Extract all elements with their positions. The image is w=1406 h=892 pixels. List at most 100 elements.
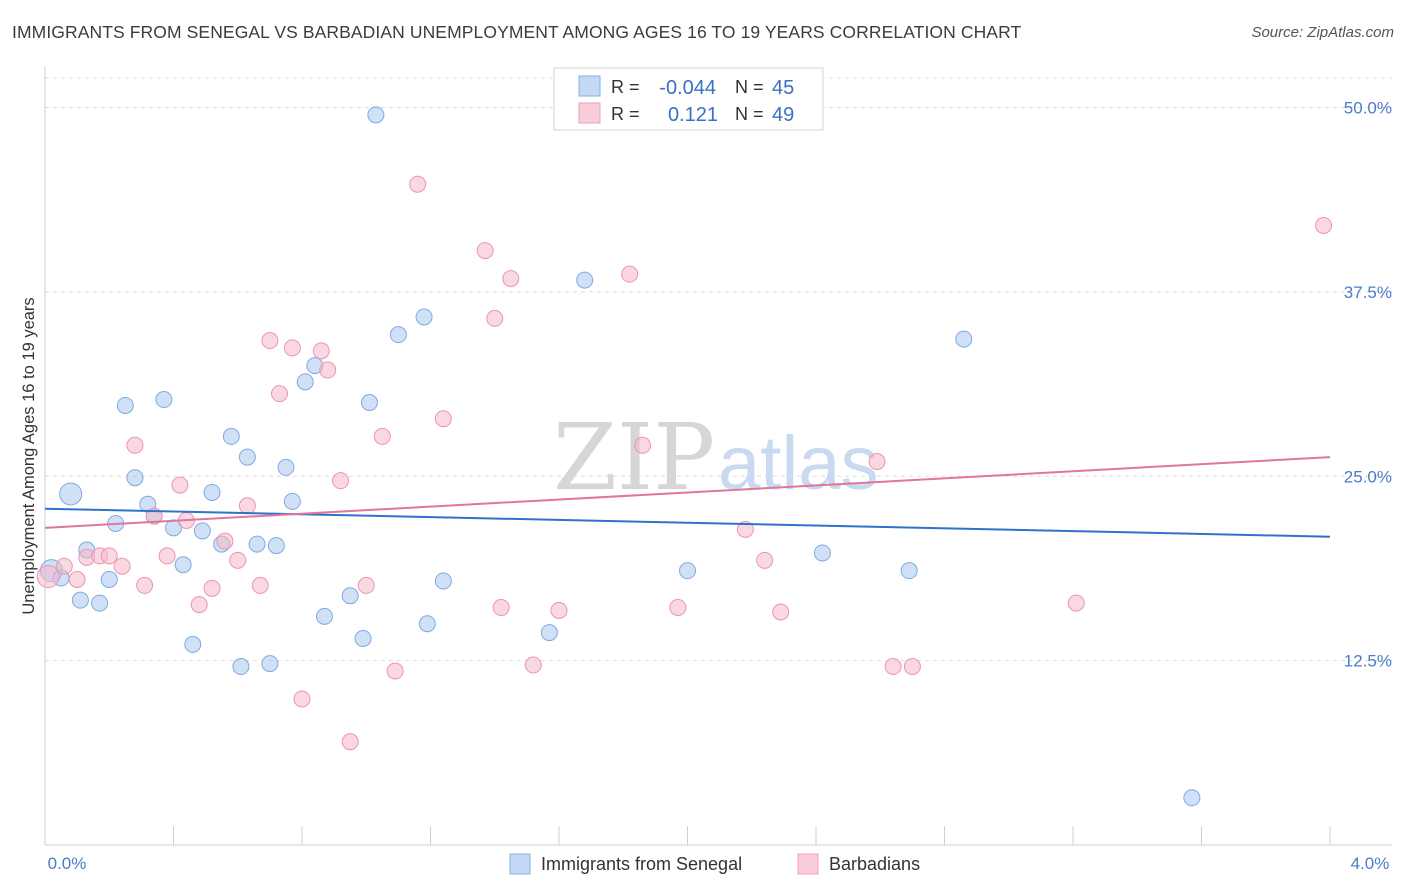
- senegal-point: [360, 394, 378, 411]
- barbadians-point: [550, 601, 568, 619]
- barbadians-point: [903, 658, 921, 676]
- barbadians-point: [319, 361, 337, 379]
- senegal-point: [679, 562, 696, 580]
- barbadians-point: [126, 436, 144, 454]
- barbadians-point: [524, 656, 542, 674]
- barbadians-point: [1315, 217, 1333, 234]
- senegal-point: [283, 492, 301, 510]
- trend-layer: [44, 456, 1331, 538]
- barbadians-trend-line: [44, 456, 1331, 529]
- barbadians-point: [203, 579, 221, 597]
- senegal-point: [415, 308, 433, 326]
- barbadians-point: [884, 658, 902, 676]
- y-tick-label: 50.0%: [1344, 99, 1392, 118]
- senegal-point: [222, 427, 240, 445]
- y-tick-label: 37.5%: [1344, 283, 1392, 302]
- senegal-point: [116, 396, 134, 414]
- watermark: ZIP atlas: [553, 404, 879, 511]
- senegal-point: [174, 556, 192, 574]
- barbadians-point: [502, 270, 520, 288]
- barbadians-point: [434, 410, 452, 428]
- bottom-legend-swatch-barbadians: [797, 853, 819, 875]
- senegal-point: [955, 330, 973, 348]
- barbadians-point: [171, 476, 189, 494]
- barbadians-point: [293, 690, 311, 708]
- senegal-point: [900, 562, 918, 580]
- senegal-point: [267, 537, 285, 555]
- legend-swatch-senegal: [578, 75, 601, 97]
- barbadians-point: [409, 175, 427, 193]
- barbadians-point: [634, 436, 652, 454]
- barbadians-point: [190, 596, 208, 614]
- y-axis-title: Unemployment Among Ages 16 to 19 years: [20, 297, 38, 614]
- senegal-point: [155, 391, 173, 409]
- senegal-point: [341, 587, 359, 605]
- senegal-point: [418, 615, 436, 633]
- legend-n-value-senegal: 45: [772, 77, 794, 99]
- barbadians-point: [868, 453, 886, 470]
- barbadians-point: [373, 427, 391, 445]
- barbadians-point: [158, 547, 176, 565]
- x-tick-label: 0.0%: [48, 854, 87, 873]
- watermark-atlas: atlas: [718, 421, 879, 506]
- chart-title: IMMIGRANTS FROM SENEGAL VS BARBADIAN UNE…: [12, 22, 1022, 42]
- senegal-point: [71, 591, 89, 609]
- senegal-point: [315, 607, 333, 625]
- barbadians-point: [251, 576, 269, 594]
- senegal-point: [238, 448, 256, 466]
- barbadians-point: [68, 571, 86, 588]
- senegal-point: [203, 483, 221, 501]
- x-tick-label: 4.0%: [1351, 854, 1390, 873]
- senegal-point: [277, 458, 295, 476]
- legend-n-value-barbadians: 49: [772, 104, 794, 126]
- senegal-point: [126, 469, 144, 487]
- bottom-legend-label-senegal: Immigrants from Senegal: [541, 854, 742, 874]
- axes-layer: [44, 66, 1392, 846]
- senegal-point: [261, 655, 279, 673]
- senegal-point: [540, 624, 558, 642]
- y-tick-label: 12.5%: [1344, 652, 1392, 671]
- senegal-point: [296, 373, 314, 391]
- barbadians-point: [332, 472, 350, 490]
- bottom-legend-swatch-senegal: [509, 853, 531, 875]
- points-layer: [36, 106, 1333, 807]
- barbadians-point: [492, 599, 510, 617]
- bottom-legend-label-barbadians: Barbadians: [829, 854, 920, 874]
- barbadians-point: [756, 551, 774, 569]
- legend-swatch-barbadians: [578, 102, 601, 124]
- legend-r-label-barbadians: R =: [611, 104, 640, 124]
- barbadians-point: [261, 332, 279, 350]
- senegal-trend-line: [44, 507, 1331, 538]
- senegal-point: [100, 571, 118, 588]
- barbadians-point: [55, 557, 73, 575]
- barbadians-point: [669, 599, 687, 617]
- barbadians-point: [36, 565, 60, 589]
- barbadians-point: [271, 385, 289, 403]
- y-tick-label: 25.0%: [1344, 467, 1392, 486]
- senegal-point: [232, 658, 250, 676]
- senegal-point: [193, 522, 211, 540]
- senegal-point: [434, 572, 452, 590]
- legend-r-value-barbadians: 0.121: [668, 104, 718, 126]
- grid-layer: [45, 77, 1392, 662]
- barbadians-point: [341, 733, 359, 751]
- barbadians-point: [621, 265, 639, 283]
- senegal-point: [1183, 789, 1201, 807]
- legend-r-value-senegal: -0.044: [659, 77, 716, 99]
- senegal-point: [576, 271, 594, 289]
- barbadians-point: [772, 603, 790, 621]
- legend-n-label-barbadians: N =: [735, 104, 764, 124]
- correlation-legend: R = -0.044 N = 45 R = 0.121 N = 49: [553, 67, 824, 131]
- senegal-point: [813, 544, 831, 562]
- legend-r-label-senegal: R =: [611, 77, 640, 97]
- source-label: Source: ZipAtlas.com: [1251, 24, 1394, 41]
- senegal-point: [248, 535, 266, 553]
- barbadians-point: [216, 532, 234, 550]
- senegal-point: [184, 635, 202, 653]
- barbadians-point: [357, 576, 375, 594]
- barbadians-point: [100, 547, 118, 565]
- barbadians-point: [312, 342, 330, 360]
- barbadians-point: [476, 242, 494, 260]
- barbadians-point: [386, 662, 404, 680]
